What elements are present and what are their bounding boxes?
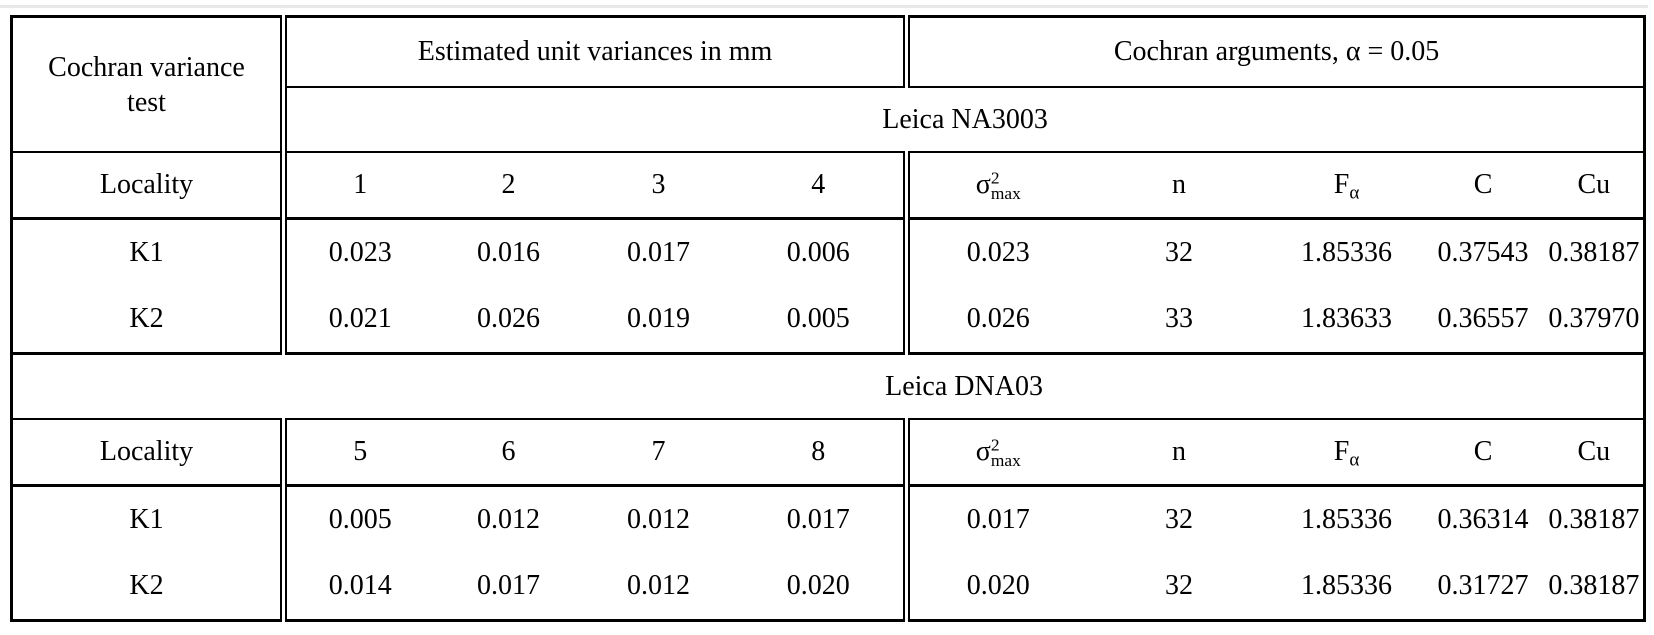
cu-cell: 0.38187	[1548, 237, 1640, 268]
locality-cell: K2	[11, 286, 287, 355]
sigma-max-header: σ2max	[906, 152, 1087, 220]
variance-cell: 0.017	[627, 237, 690, 268]
f-alpha-header: Fα	[1271, 419, 1422, 487]
locality-cell: K2	[11, 553, 287, 621]
cu-header: Cu	[1544, 419, 1645, 487]
group-header-row: Cochran variance test Estimated unit var…	[11, 16, 1645, 153]
c-cell: 0.36557	[1421, 286, 1545, 355]
f-subscript: α	[1349, 449, 1360, 471]
sigma-max-cell: 0.026	[906, 286, 1087, 355]
variance-cell: 0.017	[733, 485, 911, 553]
cu-header: Cu	[1544, 152, 1645, 220]
f-alpha-cell: 1.85336	[1301, 237, 1393, 268]
n-cell: 32	[1165, 570, 1194, 601]
variance-col-header: 1	[283, 152, 434, 220]
variance-col-header: 4	[733, 152, 911, 220]
variance-col-header: 3	[583, 152, 734, 220]
c-cell: 0.36314	[1437, 504, 1529, 535]
sigma-max-cell: 0.017	[966, 504, 1030, 535]
cu-cell: 0.37970	[1544, 286, 1645, 355]
variances-group-header: Estimated unit variances in mm	[283, 16, 911, 88]
locality-cell: K1	[11, 485, 287, 553]
instrument-label-dna03: Leica DNA03	[11, 353, 1645, 420]
f-subscript: α	[1349, 182, 1360, 204]
n-cell: 32	[1165, 237, 1194, 268]
sigma-max-header: σ2max	[906, 419, 1087, 487]
sigma-max-cell: 0.023	[966, 237, 1030, 268]
locality-cell: K1	[11, 218, 287, 286]
sigma-subscript: max	[990, 184, 1021, 204]
variance-col-header: 5	[283, 419, 434, 487]
f-alpha-header: Fα	[1271, 152, 1422, 220]
n-cell: 32	[1165, 504, 1194, 535]
f-symbol: F	[1333, 436, 1350, 467]
variance-cell: 0.012	[627, 570, 690, 601]
sigma-subscript: max	[990, 451, 1021, 471]
variance-cell: 0.021	[283, 286, 434, 355]
cu-cell: 0.38187	[1548, 504, 1640, 535]
f-symbol: F	[1333, 169, 1350, 200]
variance-col-header: 2	[433, 152, 584, 220]
variance-cell: 0.012	[477, 504, 540, 535]
instrument-label-na3003: Leica NA3003	[283, 87, 1645, 153]
cu-cell: 0.38187	[1548, 570, 1640, 601]
variance-cell: 0.014	[328, 570, 392, 601]
c-header: C	[1421, 419, 1545, 487]
f-alpha-cell: 1.85336	[1301, 504, 1393, 535]
sigma-exponent: 2	[990, 168, 1000, 188]
page-top-rule	[0, 5, 1648, 8]
corner-header-cell: Cochran variance test	[11, 16, 287, 153]
data-row-na3003-k1: K1 0.023 0.016 0.017 0.006 0.023 32 1.85…	[11, 218, 1645, 286]
f-alpha-cell: 1.83633	[1271, 286, 1422, 355]
locality-header: Locality	[11, 419, 287, 487]
n-header: n	[1086, 419, 1272, 487]
variance-col-header: 6	[433, 419, 584, 487]
n-header: n	[1086, 152, 1272, 220]
instrument-row-dna03: Leica DNA03	[11, 353, 1645, 420]
variance-cell: 0.026	[433, 286, 584, 355]
variance-cell: 0.012	[627, 504, 690, 535]
sigma-exponent: 2	[990, 435, 1000, 455]
variance-cell: 0.019	[583, 286, 734, 355]
variance-col-header: 8	[733, 419, 911, 487]
c-cell: 0.37543	[1437, 237, 1529, 268]
locality-header: Locality	[11, 152, 287, 220]
sigma-max-cell: 0.020	[966, 570, 1030, 601]
data-row-dna03-k1: K1 0.005 0.012 0.012 0.017 0.017 32 1.85…	[11, 485, 1645, 553]
column-header-row-na3003: Locality 1 2 3 4 σ2max n Fα C Cu	[11, 152, 1645, 220]
variance-col-header: 7	[583, 419, 734, 487]
c-header: C	[1421, 152, 1545, 220]
variance-cell: 0.017	[477, 570, 540, 601]
variance-cell: 0.006	[733, 218, 911, 286]
variance-cell: 0.016	[477, 237, 540, 268]
sigma-symbol: σ	[975, 436, 991, 467]
instrument-row-na3003: Leica NA3003	[12, 87, 1645, 153]
sigma-symbol: σ	[975, 169, 991, 200]
f-alpha-cell: 1.85336	[1301, 570, 1393, 601]
n-cell: 33	[1086, 286, 1272, 355]
column-header-row-dna03: Locality 5 6 7 8 σ2max n Fα C Cu	[11, 419, 1645, 487]
variance-cell: 0.005	[328, 504, 392, 535]
cochran-group-header: Cochran arguments, α = 0.05	[906, 16, 1645, 88]
data-row-dna03-k2: K2 0.014 0.017 0.012 0.020 0.020 32 1.85…	[11, 553, 1645, 621]
data-row-na3003-k2: K2 0.021 0.026 0.019 0.005 0.026 33 1.83…	[11, 286, 1645, 355]
variance-cell: 0.005	[733, 286, 911, 355]
variance-cell: 0.023	[328, 237, 392, 268]
c-cell: 0.31727	[1437, 570, 1529, 601]
cochran-variance-table: Cochran variance test Estimated unit var…	[10, 15, 1647, 622]
variance-cell: 0.020	[733, 553, 911, 621]
